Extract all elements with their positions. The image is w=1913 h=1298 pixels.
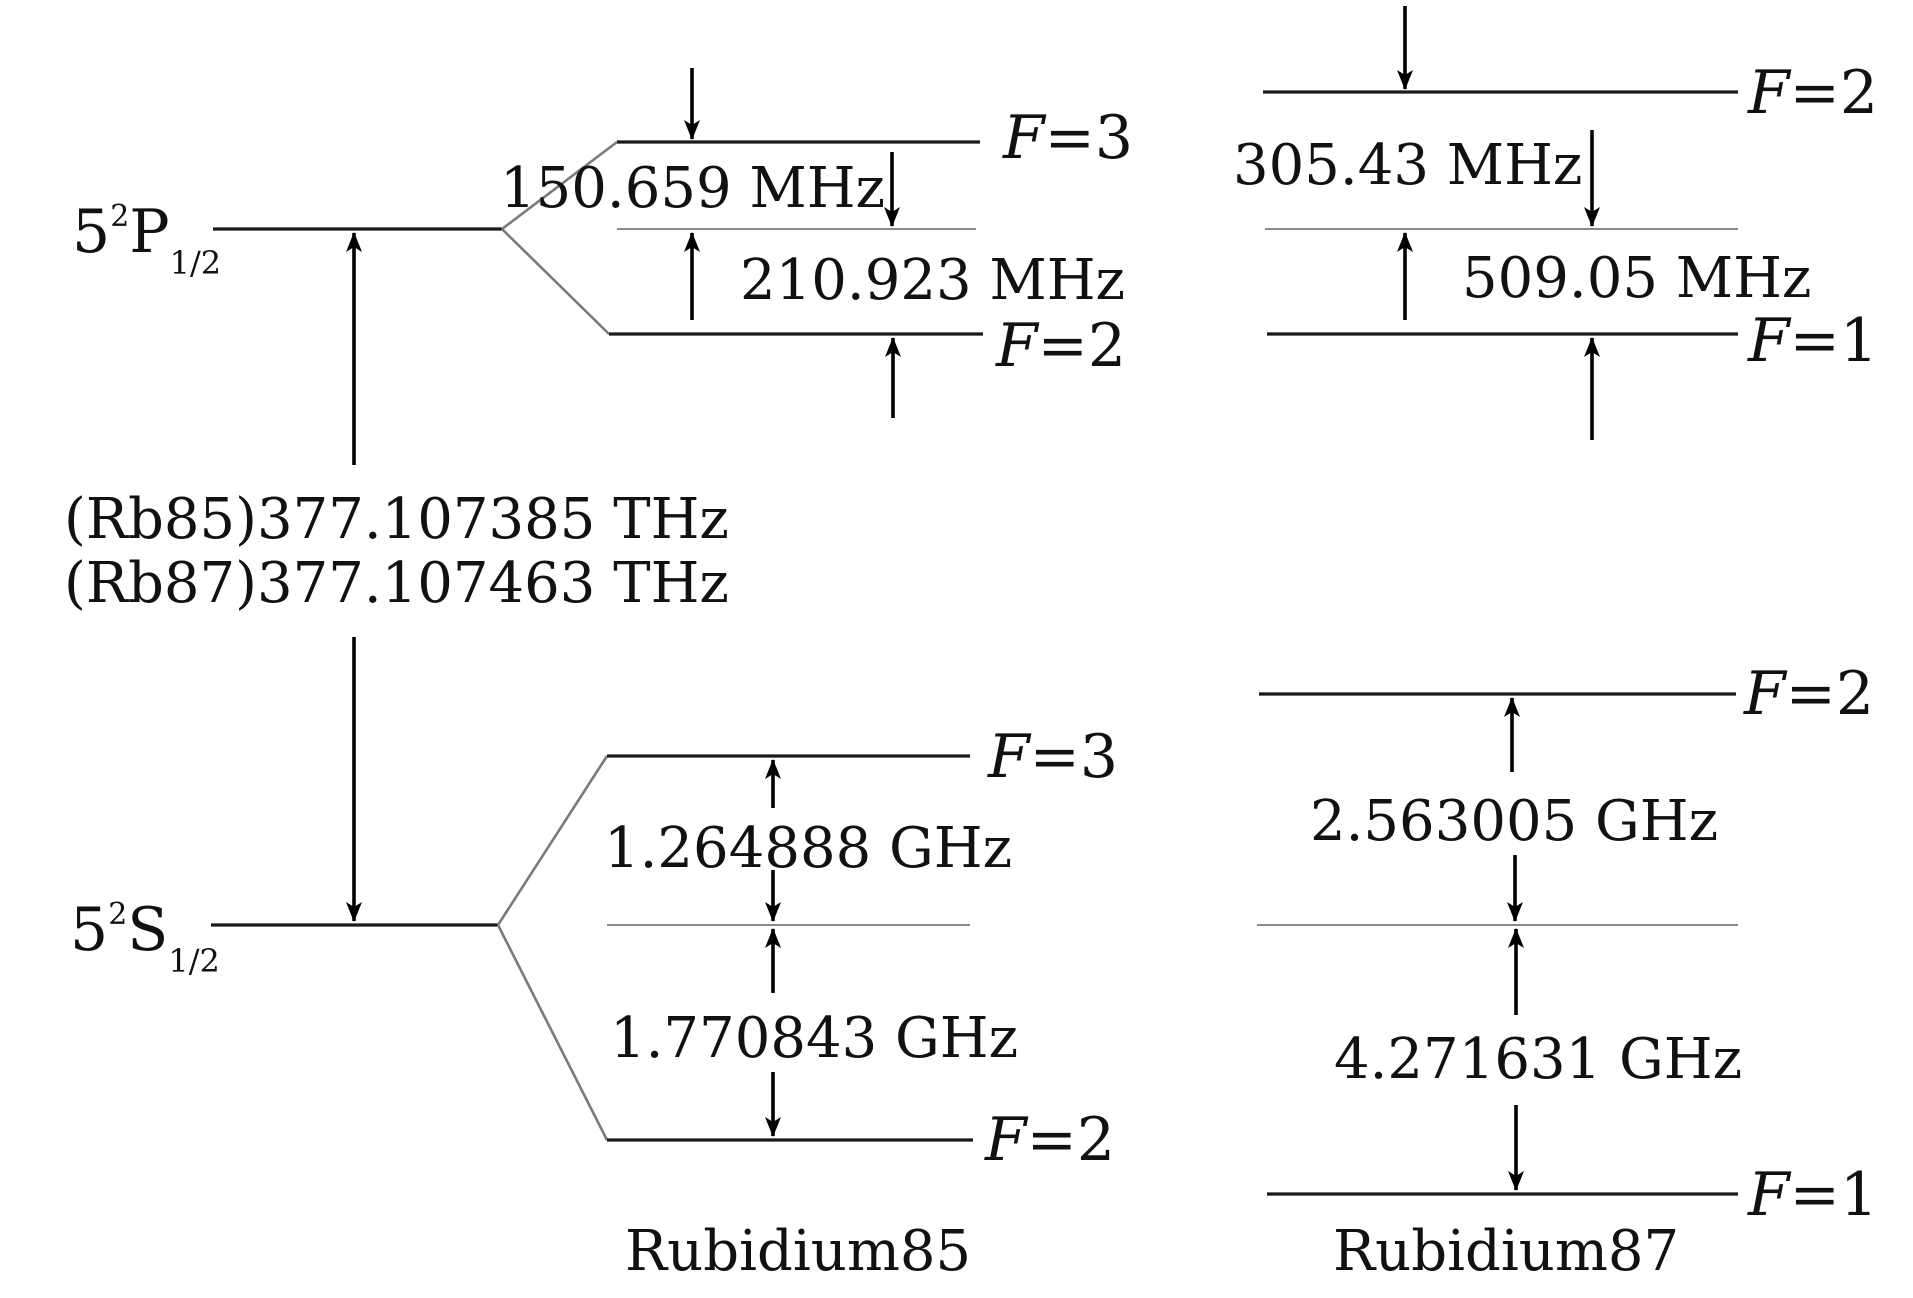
rb85-isotope-label: Rubidium85 [625,1219,971,1284]
rb85-s-split-upper-label: 1.264888 GHz [604,816,1012,881]
rb85-p-split-upper-diag [501,140,618,231]
rb85-s-split-upper-diag [496,755,609,926]
rb85-p-split-lower-diag [501,228,610,335]
rb85-p-split-upper-label: 150.659 MHz [500,156,885,221]
rb87-p-upper-f-label: F=2 [1747,58,1878,128]
p-state-label: 52P1/2 [72,197,221,282]
rb85-p-split-lower-label: 210.923 MHz [740,248,1125,313]
rb87-p-lower-f-label: F=1 [1747,306,1878,376]
s-state-label: 52S1/2 [70,895,220,980]
rb87-s-split-upper-label: 2.563005 GHz [1310,789,1718,854]
rb87-s-split-lower-label: 4.271631 GHz [1334,1027,1742,1092]
rb85-s-split-lower-diag [496,924,609,1141]
rb87-p-split-lower-label: 509.05 MHz [1462,246,1811,311]
rb85-s-split-lower-label: 1.770843 GHz [610,1006,1018,1071]
rb85-s-lower-f-label: F=2 [984,1105,1115,1175]
rb87-s-upper-f-label: F=2 [1743,659,1874,729]
rb85-p-lower-f-label: F=2 [995,311,1126,381]
transition-rb87-label: (Rb87)377.107463 THz [64,551,729,616]
rb87-s-lower-f-label: F=1 [1747,1160,1878,1230]
rb87-p-split-upper-label: 305.43 MHz [1233,133,1582,198]
transition-rb85-label: (Rb85)377.107385 THz [64,487,729,552]
rb85-s-upper-f-label: F=3 [987,722,1118,792]
rb87-isotope-label: Rubidium87 [1333,1219,1679,1284]
rb85-p-upper-f-label: F=3 [1002,103,1133,173]
